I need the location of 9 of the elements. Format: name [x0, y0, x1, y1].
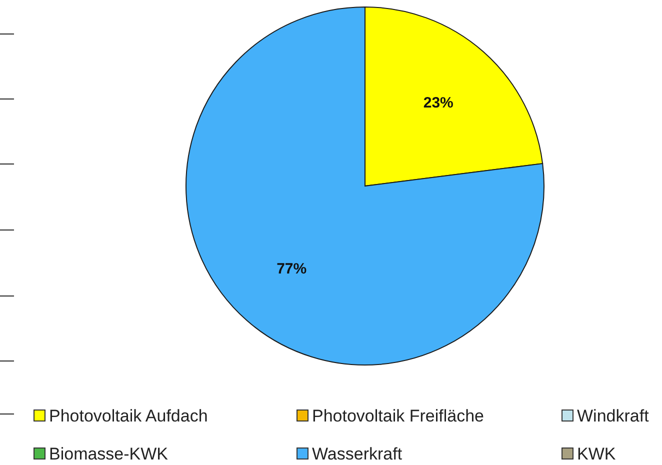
data-label: 77% — [276, 260, 307, 278]
legend-label: KWK — [577, 444, 616, 464]
legend-label: Wasserkraft — [312, 444, 402, 464]
legend-label: Biomasse-KWK — [49, 444, 169, 464]
pie-slice — [186, 6, 544, 366]
legend-label: Photovoltaik Freifläche — [312, 406, 484, 426]
legend-label: Windkraft — [577, 406, 650, 426]
legend-label: Photovoltaik Aufdach — [49, 406, 208, 426]
data-label: 23% — [423, 94, 454, 112]
